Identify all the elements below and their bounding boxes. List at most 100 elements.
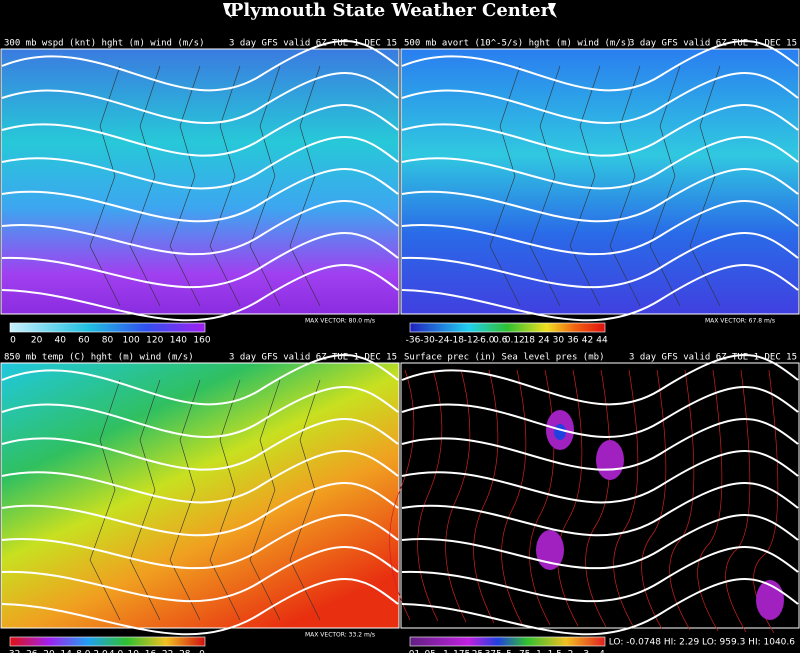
contour-line	[401, 482, 799, 537]
scale-label: 0	[199, 650, 205, 653]
map-coast	[609, 65, 641, 307]
scale-label: 22	[162, 650, 173, 653]
contour-line	[401, 40, 799, 92]
max-vector: MAX VECTOR: 80.0 m/s	[305, 318, 375, 325]
border-line	[473, 369, 499, 624]
scale-label: -36	[406, 336, 421, 346]
scale-label: 36	[567, 336, 579, 346]
scale-label: 10	[128, 650, 140, 653]
contour-line	[401, 200, 799, 256]
contour-line	[1, 40, 399, 92]
contour-line	[401, 418, 799, 471]
scale-label: 0	[10, 336, 16, 346]
scale-label: 100	[123, 336, 140, 346]
map-coast	[169, 379, 201, 621]
contour-line	[1, 136, 399, 190]
scale-label: .375	[482, 650, 502, 653]
scale-label: 42	[582, 336, 593, 346]
panel-valid: 3 day GFS valid 6Z TUE 1 DEC 15	[629, 39, 797, 49]
panel-valid: 3 day GFS valid 6Z TUE 1 DEC 15	[229, 39, 397, 49]
scale-label: .1	[440, 650, 449, 653]
map-coast	[249, 379, 281, 621]
scale-label: 0.6	[493, 336, 508, 346]
border-line	[585, 369, 611, 628]
scale-label: 60	[78, 336, 90, 346]
map-coast	[169, 65, 201, 307]
scale-label: 1	[536, 650, 542, 653]
border-line	[389, 369, 415, 621]
stats: LO: -0.0748 HI: 2.29 LO: 959.3 HI: 1040.…	[609, 638, 796, 648]
colorbar	[9, 322, 206, 333]
contour-line	[1, 482, 399, 537]
precip-area	[596, 440, 624, 480]
scale-label: -12	[464, 336, 479, 346]
precip-area	[536, 530, 564, 570]
map-coast	[209, 379, 241, 621]
scale-label: .05	[422, 650, 436, 653]
contour-line	[1, 546, 399, 603]
scale-label: -20	[40, 650, 55, 653]
scale-label: 28	[179, 650, 191, 653]
contour-line	[401, 578, 799, 636]
contour-line	[1, 578, 399, 636]
contour-line	[1, 450, 399, 504]
contour-line	[1, 514, 399, 570]
page-title: Plymouth State Weather Center	[230, 0, 551, 21]
scale-label: -32	[6, 650, 21, 653]
map-coast	[489, 65, 521, 307]
map-coast	[529, 65, 561, 307]
scale-label: -8.0	[73, 650, 91, 653]
contour-line	[1, 232, 399, 289]
scale-label: .01	[406, 650, 420, 653]
precip-core	[554, 424, 566, 440]
contour-line	[401, 264, 799, 322]
map-field	[400, 362, 800, 629]
contour-line	[1, 354, 399, 406]
map-coast	[129, 65, 161, 307]
contour-line	[401, 72, 799, 124]
scale-label: .75	[516, 650, 530, 653]
contour-line	[1, 104, 399, 157]
border-line	[725, 369, 751, 633]
max-vector: MAX VECTOR: 67.8 m/s	[705, 318, 775, 325]
scale-label: 2	[568, 650, 574, 653]
border-line	[417, 369, 443, 622]
panel-title: 500 mb avort (10^-5/s) hght (m) wind (m/…	[404, 39, 632, 49]
map-field	[0, 362, 400, 629]
scale-label: -18	[449, 336, 464, 346]
map-coast	[209, 65, 241, 307]
scale-label: 30	[553, 336, 565, 346]
map-coast	[89, 379, 121, 621]
max-vector: MAX VECTOR: 33.2 m/s	[305, 632, 375, 639]
contour-line	[401, 168, 799, 223]
map-coast	[89, 65, 121, 307]
contour-line	[401, 354, 799, 406]
contour-line	[401, 104, 799, 157]
border-line	[557, 369, 583, 627]
colorbar	[409, 322, 606, 333]
contour-line	[1, 386, 399, 438]
flag-icon	[548, 3, 557, 18]
scale-label: 3	[583, 650, 589, 653]
contour-line	[401, 136, 799, 190]
contour-line	[1, 200, 399, 256]
map-coast	[129, 379, 161, 621]
panel-title: 850 mb temp (C) hght (m) wind (m/s)	[4, 353, 194, 363]
flag-icon	[223, 3, 232, 18]
map-coast	[649, 65, 681, 307]
map-coast	[569, 65, 601, 307]
scale-label: -6.0	[477, 336, 495, 346]
scale-label: 16	[145, 650, 157, 653]
scale-label: 1.5	[548, 650, 562, 653]
panel-title: 300 mb wspd (knt) hght (m) wind (m/s)	[4, 39, 204, 49]
map-field	[400, 48, 800, 315]
scale-label: 44	[596, 336, 608, 346]
scale-label: .175	[450, 650, 470, 653]
contour-line	[1, 72, 399, 124]
contour-line	[401, 386, 799, 438]
scale-label: 0.12	[505, 336, 525, 346]
scale-label: -26	[23, 650, 38, 653]
panel-title: Surface prec (in) Sea level pres (mb)	[404, 353, 604, 363]
scale-label: 20	[31, 336, 43, 346]
